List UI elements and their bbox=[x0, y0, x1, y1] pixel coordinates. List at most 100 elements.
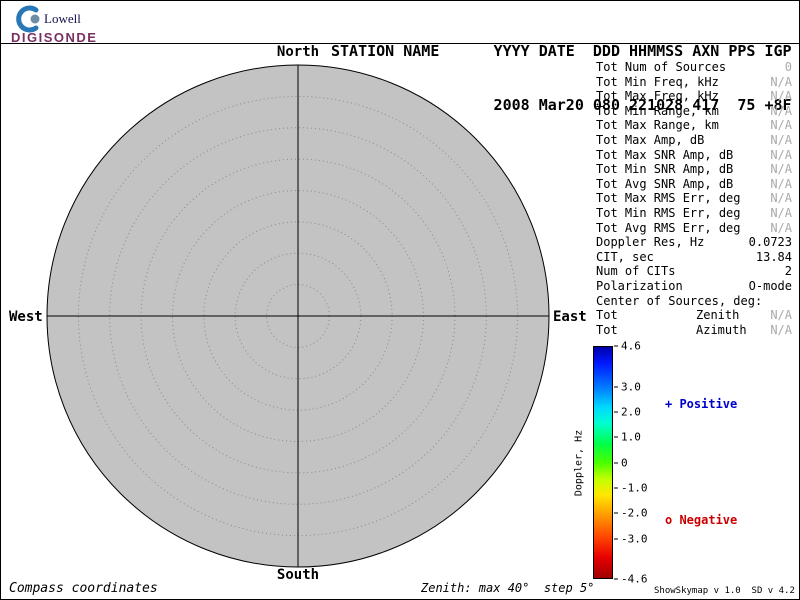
stat-label: Num of CITs bbox=[596, 264, 676, 279]
negative-doppler-legend: o Negative bbox=[665, 513, 738, 527]
zenith-range-label: Zenith: max 40° step 5° bbox=[421, 581, 595, 595]
tick-label: 1.0 bbox=[621, 430, 641, 444]
stat-label: Tot bbox=[596, 322, 618, 337]
tick-mark bbox=[614, 538, 618, 540]
tick-label: -3.0 bbox=[621, 532, 648, 546]
station-header-columns: STATION NAME YYYY DATE DDD HHMMSS AXN PP… bbox=[331, 42, 792, 60]
stat-value: N/A bbox=[770, 205, 792, 220]
stat-label: Tot bbox=[596, 308, 618, 323]
stat-label: Doppler Res, Hz bbox=[596, 235, 705, 250]
stat-value: 0.0723 bbox=[748, 235, 792, 250]
stat-label: Tot Max Amp, dB bbox=[596, 132, 705, 147]
colorbar-tick: 2.0 bbox=[614, 406, 641, 419]
tick-mark bbox=[614, 386, 618, 388]
stat-value: N/A bbox=[770, 89, 792, 104]
stat-label: Tot Max Freq, kHz bbox=[596, 89, 719, 104]
compass-south-label: South bbox=[276, 567, 320, 583]
software-version-label: ShowSkymap v 1.0 SD v 4.2 bbox=[654, 586, 795, 596]
stat-label: Tot Avg RMS Err, deg bbox=[596, 220, 741, 235]
stat-label: Tot Min Freq, kHz bbox=[596, 74, 719, 89]
stat-value: N/A bbox=[770, 74, 792, 89]
stat-value: O-mode bbox=[748, 278, 792, 293]
stat-row: Tot Min RMS Err, deg N/A bbox=[596, 206, 792, 221]
stat-row: Num of CITs 2 bbox=[596, 264, 792, 279]
stat-row: Tot Max Amp, dB N/A bbox=[596, 133, 792, 148]
tick-mark bbox=[614, 462, 618, 464]
stat-sublabel: Zenith bbox=[696, 308, 740, 323]
stat-value: N/A bbox=[770, 147, 792, 162]
tick-label: 3.0 bbox=[621, 380, 641, 394]
statistics-panel: Tot Num of Sources 0 Tot Min Freq, kHz N/A… bbox=[596, 60, 792, 337]
stat-row: Tot Azimuth N/A bbox=[596, 323, 792, 338]
stat-row: Tot Num of Sources 0 bbox=[596, 60, 792, 75]
stat-label: CIT, sec bbox=[596, 249, 654, 264]
tick-label: 2.0 bbox=[621, 405, 641, 419]
stat-value: N/A bbox=[770, 118, 792, 133]
tick-label: -1.0 bbox=[621, 481, 648, 495]
skymap-plot bbox=[46, 64, 550, 568]
stat-row: Tot Max Range, km N/A bbox=[596, 118, 792, 133]
stat-value: N/A bbox=[770, 308, 792, 323]
colorbar-tick: 3.0 bbox=[614, 381, 641, 394]
stat-value: N/A bbox=[770, 322, 792, 337]
tick-mark bbox=[614, 487, 618, 489]
stat-row: Tot Min Freq, kHz N/A bbox=[596, 75, 792, 90]
positive-doppler-legend: + Positive bbox=[665, 397, 738, 411]
stat-value: 2 bbox=[784, 264, 792, 279]
stat-label: Tot Min RMS Err, deg bbox=[596, 205, 741, 220]
compass-east-label: East bbox=[553, 309, 587, 325]
stat-value: N/A bbox=[770, 220, 792, 235]
stat-row: CIT, sec 13.84 bbox=[596, 250, 792, 265]
digisonde-swoosh-icon bbox=[16, 5, 40, 33]
colorbar-tick: -3.0 bbox=[614, 533, 648, 546]
compass-west-label: West bbox=[9, 309, 43, 325]
stat-row: Tot Min SNR Amp, dB N/A bbox=[596, 162, 792, 177]
tick-label: 0 bbox=[621, 456, 628, 470]
colorbar-tick: -4.6 bbox=[614, 573, 648, 586]
stat-row: Tot Avg SNR Amp, dB N/A bbox=[596, 177, 792, 192]
tick-mark bbox=[614, 345, 618, 347]
stat-label: Tot Max SNR Amp, dB bbox=[596, 147, 734, 162]
tick-label: -4.6 bbox=[621, 572, 648, 586]
stat-label: Polarization bbox=[596, 278, 683, 293]
colorbar-tick: 1.0 bbox=[614, 431, 641, 444]
colorbar-tick: -1.0 bbox=[614, 482, 648, 495]
stat-label: Tot Min SNR Amp, dB bbox=[596, 162, 734, 177]
stat-value: N/A bbox=[770, 132, 792, 147]
stat-value: N/A bbox=[770, 176, 792, 191]
stat-row: Tot Max SNR Amp, dB N/A bbox=[596, 148, 792, 163]
stat-label: Tot Min Range, km bbox=[596, 103, 719, 118]
stat-row: Polarization O-mode bbox=[596, 279, 792, 294]
coordinate-system-label: Compass coordinates bbox=[9, 581, 158, 596]
stat-value: 0 bbox=[784, 60, 792, 74]
stat-row: Tot Max RMS Err, deg N/A bbox=[596, 191, 792, 206]
stat-label: Tot Max Range, km bbox=[596, 118, 719, 133]
stat-value: N/A bbox=[770, 191, 792, 206]
doppler-colorbar bbox=[593, 346, 613, 579]
stat-value: 13.84 bbox=[755, 249, 792, 264]
tick-mark bbox=[614, 411, 618, 413]
stat-value: N/A bbox=[770, 162, 792, 177]
stat-row: Tot Zenith N/A bbox=[596, 308, 792, 323]
center-of-sources-header: Center of Sources, deg: bbox=[596, 293, 763, 308]
logo-lowell-text: Lowell bbox=[44, 11, 81, 26]
tick-label: 4.6 bbox=[621, 339, 641, 353]
stat-row: Doppler Res, Hz 0.0723 bbox=[596, 235, 792, 250]
header-divider bbox=[1, 43, 800, 44]
stat-row: Tot Avg RMS Err, deg N/A bbox=[596, 221, 792, 236]
stat-value: N/A bbox=[770, 103, 792, 118]
tick-mark bbox=[614, 578, 618, 580]
stat-label: Tot Max RMS Err, deg bbox=[596, 191, 741, 206]
lowell-digisonde-logo: Lowell DIGISONDE bbox=[11, 5, 97, 45]
tick-label: -2.0 bbox=[621, 506, 648, 520]
compass-north-label: North bbox=[276, 44, 320, 60]
colorbar-axis-label: Doppler, Hz bbox=[573, 429, 585, 497]
stat-row: Tot Max Freq, kHz N/A bbox=[596, 89, 792, 104]
stat-row: Tot Min Range, km N/A bbox=[596, 104, 792, 119]
colorbar-tick: -2.0 bbox=[614, 507, 648, 520]
tick-mark bbox=[614, 436, 618, 438]
colorbar-tick: 0 bbox=[614, 457, 628, 470]
stat-label: Tot Avg SNR Amp, dB bbox=[596, 176, 734, 191]
colorbar-tick: 4.6 bbox=[614, 340, 641, 353]
